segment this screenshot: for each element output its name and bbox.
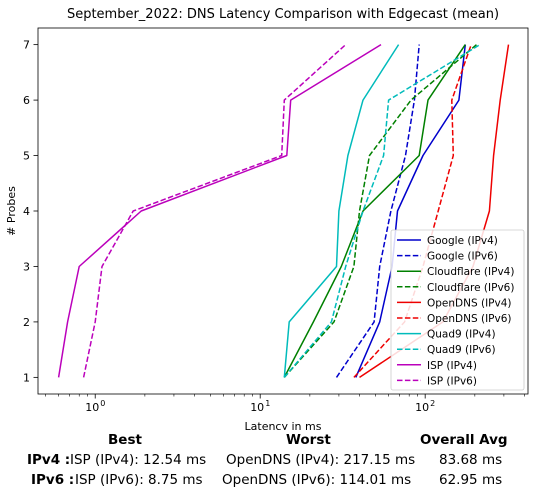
y-tick-label: 5 — [23, 150, 30, 163]
y-tick-label: 1 — [23, 371, 30, 384]
y-tick-label: 6 — [23, 94, 30, 107]
y-axis-label: # Probes — [5, 186, 18, 236]
legend-label: OpenDNS (IPv6) — [427, 313, 512, 325]
series-line-isp-ipv4 — [59, 45, 381, 378]
legend-label: ISP (IPv6) — [427, 375, 477, 387]
legend-label: Cloudflare (IPv4) — [427, 266, 514, 278]
legend-label: OpenDNS (IPv4) — [427, 297, 512, 309]
y-tick-label: 4 — [23, 205, 30, 218]
x-tick-label: 10 — [415, 401, 429, 414]
ipv4-worst: OpenDNS (IPv4): 217.15 ms — [226, 452, 415, 468]
x-tick-label: 10 — [250, 401, 264, 414]
x-tick-label-exponent: 1 — [265, 399, 270, 408]
ipv6-worst: OpenDNS (IPv6): 114.01 ms — [222, 472, 411, 488]
row-label-ipv4: IPv4 : — [27, 452, 70, 468]
legend-label: Google (IPv6) — [427, 251, 498, 263]
legend-label: Quad9 (IPv6) — [427, 344, 496, 356]
series-line-quad9-ipv4 — [284, 45, 398, 378]
ipv6-best: ISP (IPv6): 8.75 ms — [75, 472, 203, 488]
y-tick-label: 7 — [23, 39, 30, 52]
row-label-ipv6: IPv6 : — [31, 472, 74, 488]
y-tick-label: 2 — [23, 316, 30, 329]
header-worst: Worst — [286, 432, 331, 448]
legend-label: Google (IPv4) — [427, 235, 498, 247]
legend-label: ISP (IPv4) — [427, 360, 477, 372]
legend-label: Quad9 (IPv4) — [427, 329, 496, 341]
legend-label: Cloudflare (IPv6) — [427, 282, 514, 294]
header-best: Best — [108, 432, 142, 448]
header-overall-avg: Overall Avg — [420, 432, 508, 448]
x-axis-label: Latency in ms — [245, 420, 322, 430]
x-tick-label-exponent: 0 — [100, 399, 105, 408]
latency-chart: September_2022: DNS Latency Comparison w… — [0, 0, 541, 430]
legend: Google (IPv4) Google (IPv6) Cloudflare (IP… — [391, 230, 524, 390]
series-line-isp-ipv6 — [84, 45, 346, 378]
x-tick-label-exponent: 2 — [430, 399, 435, 408]
y-tick-label: 3 — [23, 260, 30, 273]
x-tick-label: 10 — [85, 401, 99, 414]
chart-title: September_2022: DNS Latency Comparison w… — [67, 7, 499, 22]
ipv4-best: ISP (IPv4): 12.54 ms — [70, 452, 206, 468]
ipv4-avg: 83.68 ms — [439, 452, 502, 468]
ipv6-avg: 62.95 ms — [439, 472, 502, 488]
